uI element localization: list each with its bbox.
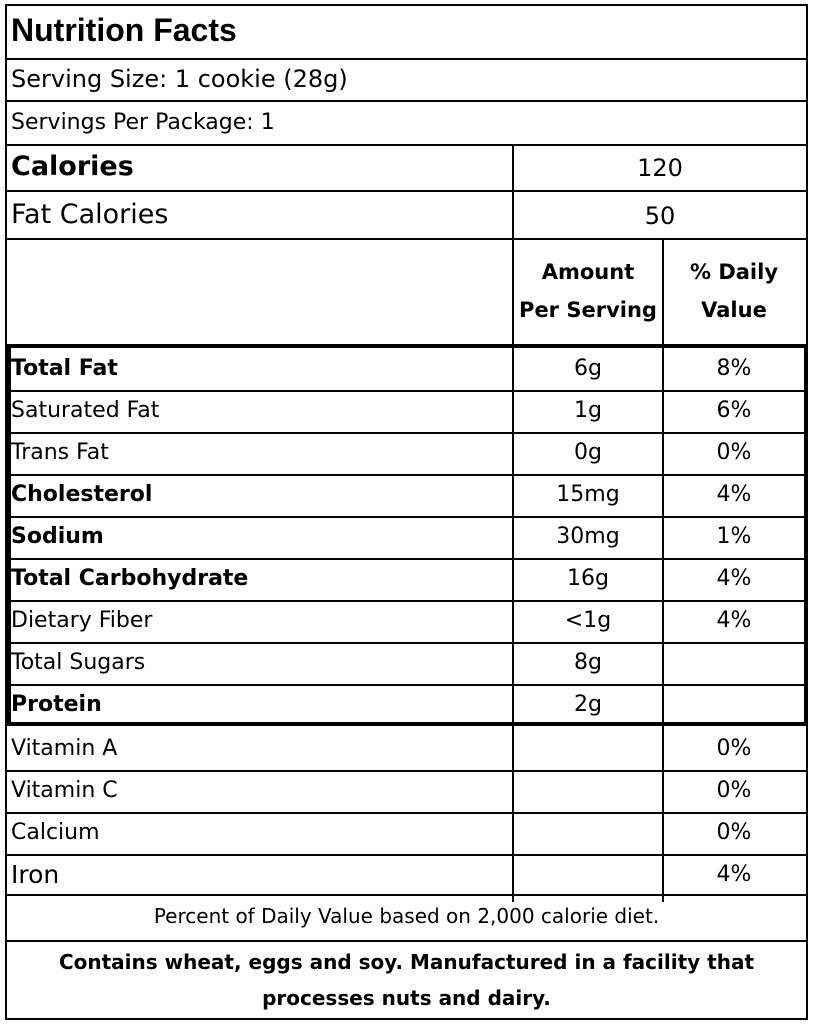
calories-label: Calories <box>11 151 134 182</box>
fat-calories-value: 50 <box>644 202 676 230</box>
label-title: Nutrition Facts <box>11 12 237 48</box>
nutrition-facts-label: Nutrition Facts Serving Size: 1 cookie (… <box>5 4 808 1020</box>
serving-size: Serving Size: 1 cookie (28g) <box>11 65 348 93</box>
nutrient-name: Total Carbohydrate <box>11 566 249 591</box>
vitamin-name: Vitamin C <box>11 778 118 803</box>
vitamin-name: Iron <box>11 860 60 889</box>
amount-header-line1: Amount <box>541 260 635 284</box>
nutrient-name: Saturated Fat <box>11 398 160 423</box>
nutrient-dv: 4% <box>716 482 752 507</box>
nutrient-name: Sodium <box>11 524 104 549</box>
nutrient-dv: 4% <box>716 566 752 591</box>
nutrient-dv: 1% <box>716 524 752 549</box>
nutrient-amount: 0g <box>574 440 602 465</box>
nutrient-name: Total Fat <box>11 356 118 381</box>
dv-header-line2: Value <box>701 298 767 322</box>
nutrient-amount: 15mg <box>556 482 620 507</box>
vitamin-dv: 0% <box>716 778 752 803</box>
nutrient-name: Trans Fat <box>11 440 109 465</box>
nutrient-amount: 30mg <box>556 524 620 549</box>
nutrient-dv: 8% <box>716 356 752 381</box>
allergen-statement-line2: processes nuts and dairy. <box>262 986 551 1010</box>
nutrient-amount: 2g <box>574 692 602 717</box>
nutrient-name: Dietary Fiber <box>11 608 153 633</box>
amount-header-line2: Per Serving <box>519 298 657 322</box>
vitamin-dv: 4% <box>716 862 752 887</box>
allergen-statement-line1: Contains wheat, eggs and soy. Manufactur… <box>58 950 755 974</box>
nutrient-name: Total Sugars <box>11 650 146 675</box>
nutrient-dv: 6% <box>716 398 752 423</box>
nutrient-amount: 8g <box>574 650 602 675</box>
nutrient-name: Cholesterol <box>11 482 153 507</box>
nutrient-dv: 0% <box>716 440 752 465</box>
nutrient-amount: 6g <box>574 356 602 381</box>
vitamin-dv: 0% <box>716 736 752 761</box>
vitamin-name: Calcium <box>11 820 100 845</box>
daily-value-footnote: Percent of Daily Value based on 2,000 ca… <box>153 904 660 928</box>
nutrient-amount: 1g <box>574 398 602 423</box>
calories-value: 120 <box>637 154 683 182</box>
nutrient-dv: 4% <box>716 608 752 633</box>
nutrient-block <box>7 344 808 726</box>
dv-header-line1: % Daily <box>689 260 779 284</box>
servings-per-package: Servings Per Package: 1 <box>11 110 275 135</box>
nutrient-amount: <1g <box>564 608 612 633</box>
fat-calories-label: Fat Calories <box>11 199 169 230</box>
vitamin-name: Vitamin A <box>11 736 118 761</box>
vitamin-dv: 0% <box>716 820 752 845</box>
nutrient-amount: 16g <box>567 566 609 591</box>
nutrient-name: Protein <box>11 692 102 717</box>
